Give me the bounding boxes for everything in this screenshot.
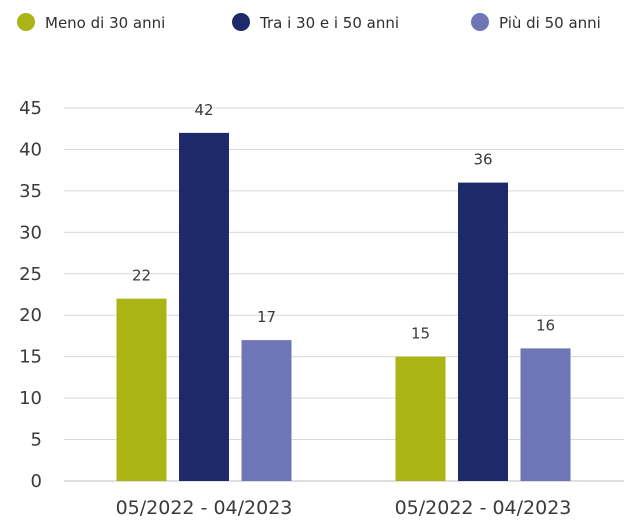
y-tick-label-10: 10: [19, 388, 42, 409]
y-tick-label-5: 5: [31, 430, 42, 451]
legend-marker-2: [232, 13, 250, 31]
legend-marker-1: [17, 13, 35, 31]
bar-1-series-3: [241, 340, 292, 481]
y-tick-label-40: 40: [19, 139, 42, 160]
x-category-label-2: 05/2022 - 04/2023: [395, 497, 572, 519]
data-label-1-series-1: 22: [132, 267, 151, 285]
y-tick-label-20: 20: [19, 305, 42, 326]
data-label-1-series-3: 17: [257, 308, 276, 326]
bar-2-series-2: [458, 182, 508, 481]
legend-marker-3: [471, 13, 489, 31]
legend-label-2: Tra i 30 e i 50 anni: [259, 14, 399, 32]
bar-1-series-2: [179, 132, 229, 481]
y-tick-label-35: 35: [19, 181, 42, 202]
bar-2-series-1: [395, 356, 446, 481]
y-tick-label-25: 25: [19, 264, 42, 285]
y-tick-label-15: 15: [19, 347, 42, 368]
y-tick-label-30: 30: [19, 222, 42, 243]
x-axis: 05/2022 - 04/2023 05/2022 - 04/2023: [116, 497, 572, 519]
data-label-2-series-2: 36: [473, 151, 492, 169]
y-tick-label-45: 45: [19, 98, 42, 119]
x-category-label-1: 05/2022 - 04/2023: [116, 497, 293, 519]
y-axis: 0 5 10 15 20 25 30 35 40 45: [19, 98, 42, 492]
legend: Meno di 30 anni Tra i 30 e i 50 anni Più d…: [17, 13, 601, 32]
y-tick-label-0: 0: [31, 471, 42, 492]
bar-1-series-1: [116, 298, 167, 481]
data-label-2-series-3: 16: [536, 316, 555, 334]
bar-2-series-3: [520, 348, 571, 481]
bars: [116, 132, 571, 481]
legend-label-1: Meno di 30 anni: [45, 14, 165, 32]
data-label-2-series-1: 15: [411, 325, 430, 343]
data-label-1-series-2: 42: [194, 101, 213, 119]
legend-label-3: Più di 50 anni: [499, 14, 601, 32]
data-labels: 22 42 17 15 36 16: [132, 101, 555, 343]
